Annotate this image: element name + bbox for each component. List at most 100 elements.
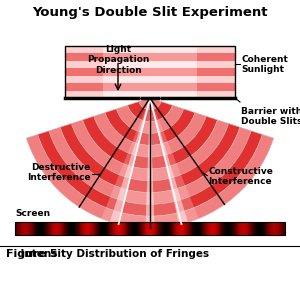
Bar	[91, 222, 92, 235]
Bar	[159, 222, 160, 235]
Bar	[243, 222, 244, 235]
Wedge shape	[146, 98, 150, 110]
Bar	[71, 222, 72, 235]
Wedge shape	[123, 153, 177, 169]
Bar	[26, 222, 27, 235]
Bar	[264, 222, 265, 235]
Bar	[207, 222, 208, 235]
Bar	[194, 222, 195, 235]
Bar	[251, 222, 252, 235]
Bar	[132, 222, 133, 235]
Bar	[214, 222, 215, 235]
Bar	[92, 222, 93, 235]
Bar	[120, 222, 121, 235]
Bar	[87, 222, 88, 235]
Bar	[54, 222, 55, 235]
Bar	[83, 222, 84, 235]
Bar	[224, 222, 225, 235]
Bar	[118, 222, 119, 235]
Bar	[191, 222, 192, 235]
Bar	[172, 222, 173, 235]
Bar	[112, 222, 113, 235]
Bar	[215, 222, 216, 235]
Bar	[249, 222, 250, 235]
Wedge shape	[153, 109, 157, 121]
Bar	[241, 222, 242, 235]
Bar	[76, 222, 77, 235]
Bar	[269, 222, 270, 235]
Wedge shape	[113, 199, 124, 213]
Bar	[285, 222, 286, 235]
Bar	[260, 222, 261, 235]
Bar	[110, 222, 111, 235]
Bar	[278, 222, 279, 235]
Bar	[28, 222, 29, 235]
Bar	[271, 222, 272, 235]
Bar	[158, 222, 159, 235]
Bar	[60, 222, 61, 235]
Bar	[164, 222, 165, 235]
Bar	[137, 222, 138, 235]
Wedge shape	[115, 175, 185, 193]
Bar	[82, 222, 83, 235]
Bar	[130, 222, 131, 235]
Wedge shape	[121, 177, 130, 190]
Bar	[103, 83, 197, 91]
Bar	[231, 222, 232, 235]
Bar	[70, 222, 71, 235]
Wedge shape	[128, 102, 172, 122]
Bar	[124, 222, 125, 235]
Bar	[169, 222, 170, 235]
Bar	[27, 222, 28, 235]
Bar	[117, 222, 118, 235]
Bar	[44, 222, 45, 235]
Text: Destructive
Interference: Destructive Interference	[27, 163, 90, 182]
Text: Intensity Distribution of Fringes: Intensity Distribution of Fringes	[6, 249, 209, 259]
Bar	[219, 222, 220, 235]
Wedge shape	[106, 197, 194, 216]
Bar	[232, 222, 233, 235]
Bar	[59, 222, 60, 235]
Bar	[34, 222, 35, 235]
Wedge shape	[149, 110, 151, 122]
Bar	[65, 76, 235, 83]
Bar	[218, 222, 219, 235]
Bar	[253, 222, 254, 235]
Bar	[156, 222, 157, 235]
Bar	[248, 222, 249, 235]
Wedge shape	[174, 200, 184, 213]
Wedge shape	[135, 132, 141, 144]
Bar	[153, 222, 154, 235]
Wedge shape	[105, 109, 195, 145]
Bar	[192, 222, 193, 235]
Bar	[80, 222, 81, 235]
Bar	[84, 222, 85, 235]
Bar	[38, 222, 39, 235]
Bar	[198, 222, 199, 235]
Bar	[236, 222, 237, 235]
Bar	[276, 222, 277, 235]
Bar	[268, 222, 269, 235]
Bar	[15, 222, 285, 235]
Bar	[179, 222, 180, 235]
Wedge shape	[82, 116, 218, 169]
Bar	[234, 222, 235, 235]
Wedge shape	[128, 142, 172, 157]
Wedge shape	[166, 166, 174, 179]
Bar	[85, 222, 86, 235]
Bar	[180, 222, 181, 235]
Bar	[101, 222, 102, 235]
Bar	[244, 222, 245, 235]
Bar	[95, 222, 96, 235]
Text: Light
Propagation
Direction: Light Propagation Direction	[87, 45, 149, 75]
Bar	[280, 222, 281, 235]
Bar	[65, 83, 235, 91]
Wedge shape	[158, 132, 164, 144]
Wedge shape	[169, 177, 178, 190]
Bar	[21, 222, 22, 235]
Bar	[103, 91, 197, 98]
Bar	[262, 222, 263, 235]
Wedge shape	[132, 131, 168, 145]
Bar	[48, 222, 49, 235]
Bar	[277, 222, 278, 235]
